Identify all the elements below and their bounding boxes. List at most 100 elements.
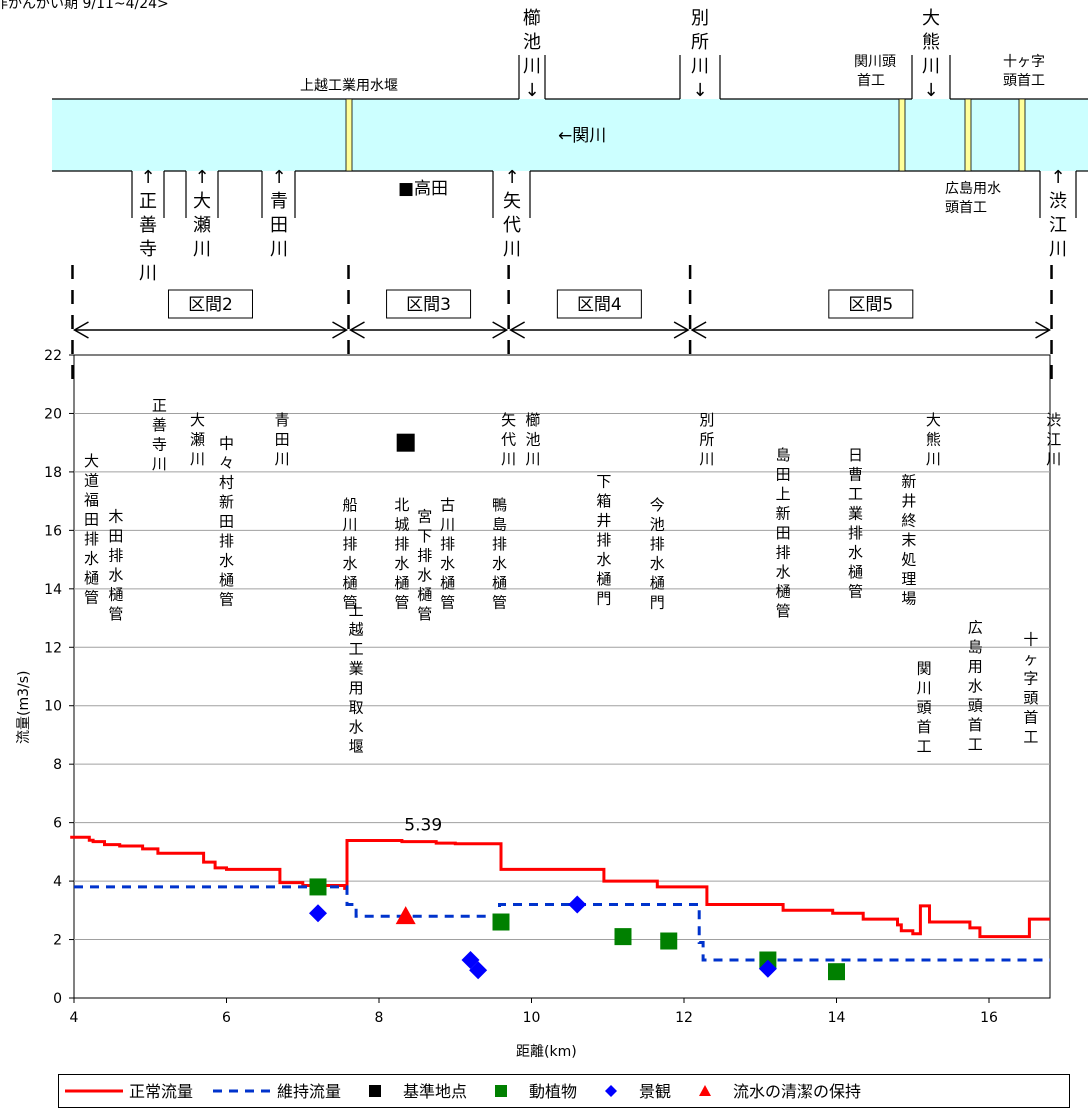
annotation-char: 水 — [108, 566, 123, 584]
x-tick-label: 4 — [70, 1010, 79, 1026]
annotation-char: 管 — [776, 602, 791, 620]
label-sekigawa-head: 関川頭首工 — [854, 54, 896, 89]
annotation-char: 日 — [848, 446, 863, 464]
annotation-char: 川 — [699, 450, 714, 468]
tributary-label-bessho-char: ↓ — [692, 80, 707, 101]
tributary-label-ose-char: 川 — [193, 239, 211, 260]
annotation-a15: 下箱井排水樋門 — [596, 473, 611, 608]
tributary-label-shozenji: ↑ 正善寺川 — [139, 167, 157, 284]
annotation-char: 場 — [901, 590, 916, 608]
annotation-a4: 大瀬川 — [190, 411, 205, 468]
annotation-char: 田 — [776, 524, 791, 542]
annotation-a5: 中々村新田排水樋管 — [219, 435, 234, 609]
annotation-char: 船 — [343, 496, 358, 514]
annotation-char: 池 — [526, 431, 541, 449]
weir-hiroshima — [964, 98, 972, 172]
annotation-char: 排 — [108, 547, 123, 565]
legend-swatch-4 — [605, 1085, 617, 1097]
annotation-a12: 鴨島排水樋管 — [492, 496, 507, 612]
annotation-a2: 木田排水樋管 — [108, 508, 123, 624]
legend-label-0: 正常流量 — [129, 1082, 193, 1101]
annotation-char: 水 — [650, 554, 665, 572]
axes-group: 0 2 4 6 8 10 12 14 16 18 20 22 4 6 8 10 12 14 16 — [44, 348, 998, 1026]
annotation-char: 大 — [926, 411, 941, 429]
tributary-label-okuma-char: 川 — [922, 56, 940, 77]
annotation-char: 水 — [84, 550, 99, 568]
annotation-char: 理 — [901, 570, 916, 588]
annotation-char: 管 — [394, 593, 409, 611]
annotation-a20: 新井終末処理場 — [901, 473, 916, 608]
annotation-char: ヶ — [1023, 650, 1038, 668]
annotation-char: 城 — [394, 515, 409, 533]
tributary-label-aoda-char: 青 — [270, 191, 288, 212]
annotation-char: 水 — [492, 554, 507, 572]
series-line-0 — [70, 835, 1050, 939]
annotation-char: 上 — [776, 485, 791, 503]
y-tick-label: 0 — [53, 991, 62, 1007]
section-arrowhead-right-5 — [1035, 321, 1052, 339]
annotation-char: 島 — [776, 446, 791, 464]
annotation-char: 排 — [440, 535, 455, 553]
tributary-label-ose: ↑ 大瀬川 — [193, 167, 211, 260]
tributary-label-kushiike-char: 櫛 — [523, 8, 541, 29]
annotation-char: 工 — [968, 736, 983, 754]
tributary-label-shozenji-char: 寺 — [139, 239, 157, 260]
label-jujiji-head-line1: 十ヶ字 — [1003, 54, 1045, 70]
annotation-char: 排 — [596, 531, 611, 549]
tributary-label-okuma-char: 大 — [922, 8, 940, 29]
tributary-label-shozenji-char: 川 — [139, 263, 157, 284]
annotation-char: 首 — [917, 718, 932, 736]
series-line-1 — [74, 885, 1050, 962]
annotation-char: 宮 — [417, 508, 432, 526]
x-tick-label: 10 — [523, 1010, 541, 1026]
tributary-label-shibue: ↑ 渋江川 — [1049, 167, 1067, 260]
annotation-char: 管 — [492, 593, 507, 611]
annotation-char: 十 — [1023, 630, 1038, 648]
annotation-char: 川 — [440, 515, 455, 533]
annotation-char: 寺 — [152, 436, 167, 454]
annotation-a10: 宮下排水樋管 — [417, 508, 432, 624]
annotation-a19: 日曹工業排水樋管 — [848, 446, 863, 600]
annotation-char: 箱 — [596, 492, 611, 510]
annotation-char: 新 — [901, 473, 916, 491]
annotation-a8: 上越工業用取水堰 — [349, 601, 364, 756]
annotation-char: 排 — [492, 535, 507, 553]
annotation-char: 管 — [440, 593, 455, 611]
annotation-char: 樋 — [440, 574, 455, 592]
annotation-char: 川 — [926, 450, 941, 468]
series-marker-3 — [828, 963, 845, 981]
annotation-a25: 渋江川 — [1046, 411, 1061, 468]
x-tick-label: 8 — [375, 1010, 384, 1026]
annotation-char: 鴨 — [492, 496, 507, 514]
annotation-char: 管 — [84, 589, 99, 607]
weir-bars — [345, 98, 1026, 172]
section-arrowhead-left-2 — [72, 321, 89, 339]
tributary-label-aoda: ↑ 青田川 — [270, 167, 288, 260]
y-tick-label: 14 — [44, 582, 62, 598]
annotation-char: 江 — [1046, 431, 1061, 449]
annotation-char: 田 — [275, 431, 290, 449]
corner-text: 非かんがい期 9/11~4/24> — [0, 0, 169, 12]
section-arrowhead-right-2 — [332, 321, 349, 339]
annotation-char: 工 — [1023, 728, 1038, 746]
annotation-char: 道 — [84, 472, 99, 490]
x-tick-label: 12 — [675, 1010, 693, 1026]
annotation-char: 新 — [219, 493, 234, 511]
annotation-a14: 櫛池川 — [526, 411, 541, 468]
annotation-char: 曹 — [848, 466, 863, 484]
section-label-5: 区間5 — [848, 295, 893, 315]
annotation-char: 用 — [349, 679, 364, 697]
annotation-char: 福 — [84, 491, 99, 509]
series-marker-3 — [492, 913, 510, 931]
series-marker-3 — [614, 928, 632, 946]
annotation-char: 川 — [917, 679, 932, 697]
annotation-a13: 矢代川 — [501, 411, 516, 468]
tributary-label-shozenji-char: ↑ — [140, 167, 155, 188]
annotation-char: 正 — [152, 397, 167, 415]
annotation-a22: 関川頭首工 — [917, 660, 932, 756]
series-marker-4 — [568, 895, 587, 914]
annotation-char: 櫛 — [526, 411, 541, 429]
annotation-char: 川 — [501, 450, 516, 468]
annotation-char: 樋 — [492, 574, 507, 592]
